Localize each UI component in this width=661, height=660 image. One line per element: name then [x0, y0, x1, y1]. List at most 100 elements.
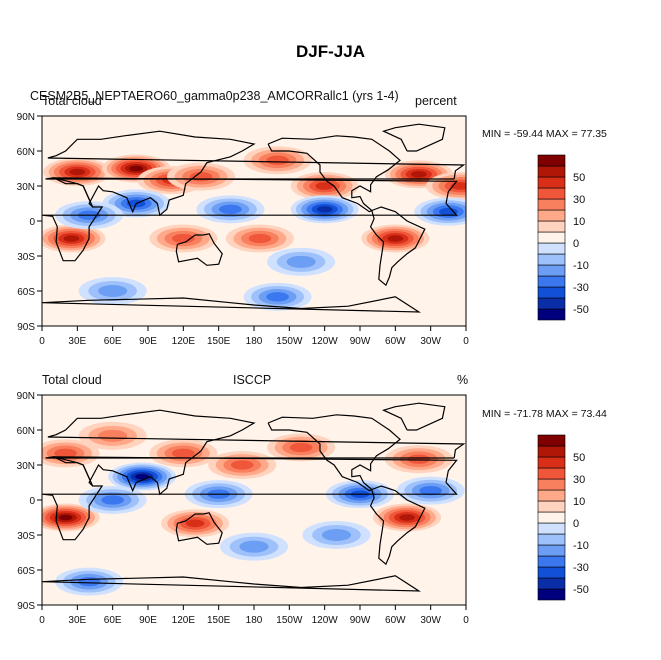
- panel2-colorbar-box: [537, 445, 566, 458]
- panel2-coastline-5: [381, 402, 446, 431]
- panel1-colorbar-box: [537, 242, 566, 255]
- panel2-colorbar-label: 10: [573, 496, 585, 508]
- panel2-colorbar-box: [537, 489, 566, 502]
- panel2-ytick-label: 0: [29, 496, 35, 507]
- panel1-colorbar-label: -50: [573, 304, 589, 316]
- panel2-xtick-label: 60E: [104, 615, 122, 626]
- panel1-colorbar-box: [537, 176, 566, 189]
- panel2-colorbar-box: [537, 500, 566, 513]
- panel1-anomaly-18-level-20: [98, 285, 128, 297]
- panel1-colorbar-box: [537, 209, 566, 222]
- panel2-center-label: ISCCP: [233, 373, 272, 387]
- panel2-anomaly-16-level-20: [321, 529, 352, 541]
- panel1-coastline-4: [369, 206, 426, 287]
- panel2-xtick-label: 30E: [68, 615, 86, 626]
- panel2-xtick-label: 180: [246, 615, 263, 626]
- panel2-xtick-label: 150E: [207, 615, 231, 626]
- panel1-ytick-label: 30N: [17, 182, 35, 193]
- panel1-xtick-label: 60W: [385, 336, 406, 347]
- panel2-ytick-label: 90N: [17, 391, 35, 402]
- panel2-xtick-label: 150W: [276, 615, 303, 626]
- panel2-ytick-label: 30S: [17, 531, 35, 542]
- panel2-right-label: %: [457, 373, 469, 387]
- panel2-colorbar-label: 50: [573, 452, 585, 464]
- panel1-anomaly-5-level-40: [315, 182, 334, 190]
- panel1-colorbar-box: [537, 198, 566, 211]
- panel2-anomaly-1-level-20: [98, 429, 128, 442]
- panel2-anomaly-8-level-50: [399, 514, 415, 521]
- panel1-coastline-3: [267, 135, 401, 213]
- panel1-colorbar-box: [537, 308, 566, 321]
- panel2-coastline-2: [175, 512, 223, 545]
- panel2-colorbar-box: [537, 577, 566, 590]
- panel2-xtick-label: 60W: [385, 615, 406, 626]
- panel2-colorbar-box: [537, 511, 566, 524]
- panel1-colorbar-box: [537, 231, 566, 244]
- panel2-xtick-label: 90W: [350, 615, 371, 626]
- panel1-xtick-label: 180: [246, 336, 263, 347]
- panel2-colorbar-label: -50: [573, 584, 589, 596]
- panel1-xtick-label: 150W: [276, 336, 303, 347]
- panel1-colorbar-box: [537, 286, 566, 299]
- panel2-anomaly-0-level-30: [54, 448, 77, 459]
- panel2-colorbar-label: 30: [573, 474, 585, 486]
- panel2-coastline-4: [369, 485, 426, 566]
- panel1-anomaly-1-level-60: [129, 165, 144, 172]
- panel1-field: [42, 123, 466, 313]
- panel2-anomaly-4-level-30: [289, 442, 313, 453]
- panel1-coastline-2: [175, 233, 223, 266]
- figure-title: DJF-JJA: [296, 42, 365, 61]
- panel2-colorbar-label: -30: [573, 562, 589, 574]
- panel2-ytick-label: 90S: [17, 601, 35, 612]
- panel2-anomaly-6-level-60: [58, 514, 73, 521]
- panel2-xtick-label: 0: [39, 615, 45, 626]
- panel1-coastline-1: [42, 177, 458, 262]
- panel2-ytick-label: 60S: [17, 566, 35, 577]
- panel2-xtick-label: 120E: [172, 615, 196, 626]
- panel1-colorbar-label: 10: [573, 216, 585, 228]
- panel2-anomaly-13-level-30: [419, 486, 442, 496]
- panel2-ytick-label: 60N: [17, 426, 35, 437]
- panel2-anomaly-14-level-30: [77, 577, 101, 587]
- panel2-anomaly-10-level-30: [101, 495, 124, 505]
- panel1-ytick-label: 30S: [17, 252, 35, 263]
- panel1-anomaly-3-level-30: [189, 172, 213, 182]
- panel2-xtick-label: 0: [463, 615, 469, 626]
- panel1-anomaly-6-level-50: [411, 171, 427, 178]
- panel2-colorbar-box: [537, 566, 566, 579]
- panel1-colorbar-box: [537, 154, 566, 167]
- panel1-ytick-label: 90N: [17, 112, 35, 123]
- panel1-xtick-label: 30W: [420, 336, 441, 347]
- panel1-left-label: Total cloud: [42, 94, 102, 108]
- panel1-xtick-label: 0: [39, 336, 45, 347]
- panel1-anomaly-8-level-50: [63, 235, 80, 242]
- panel1-anomaly-9-level-30: [172, 233, 195, 244]
- panel1-xtick-label: 150E: [207, 336, 231, 347]
- panel2-anomaly-5-level-30: [407, 454, 431, 464]
- panel1-xtick-label: 0: [463, 336, 469, 347]
- panel2-colorbar-box: [537, 478, 566, 491]
- panel2-colorbar-box: [537, 544, 566, 557]
- panel2-minmax: MIN = -71.78 MAX = 73.44: [482, 408, 607, 420]
- panel2-field: [42, 402, 466, 596]
- panel1-anomaly-17-level-20: [286, 255, 316, 268]
- panel2-xtick-label: 90E: [139, 615, 157, 626]
- panel2-colorbar-box: [537, 522, 566, 535]
- panel1-anomaly-10-level-30: [248, 233, 272, 244]
- panel1-xtick-label: 60E: [104, 336, 122, 347]
- panel1-ytick-label: 0: [29, 217, 35, 228]
- panel1-xtick-label: 30E: [68, 336, 86, 347]
- panel1-colorbar-label: 50: [573, 172, 585, 184]
- panel2-anomaly-15-level-20: [239, 540, 269, 553]
- panel2-xtick-label: 120W: [312, 615, 339, 626]
- panel1-xtick-label: 90W: [350, 336, 371, 347]
- panel1-colorbar-label: 0: [573, 238, 579, 250]
- panel1-ytick-label: 90S: [17, 322, 35, 333]
- panel1-anomaly-15-level-40: [439, 207, 458, 216]
- panel2-colorbar-box: [537, 467, 566, 480]
- panel1-colorbar-label: -30: [573, 282, 589, 294]
- panel2-anomaly-2-level-30: [172, 448, 195, 459]
- panel1-coastline-6: [42, 296, 422, 313]
- panel1-anomaly-0-level-50: [69, 168, 86, 176]
